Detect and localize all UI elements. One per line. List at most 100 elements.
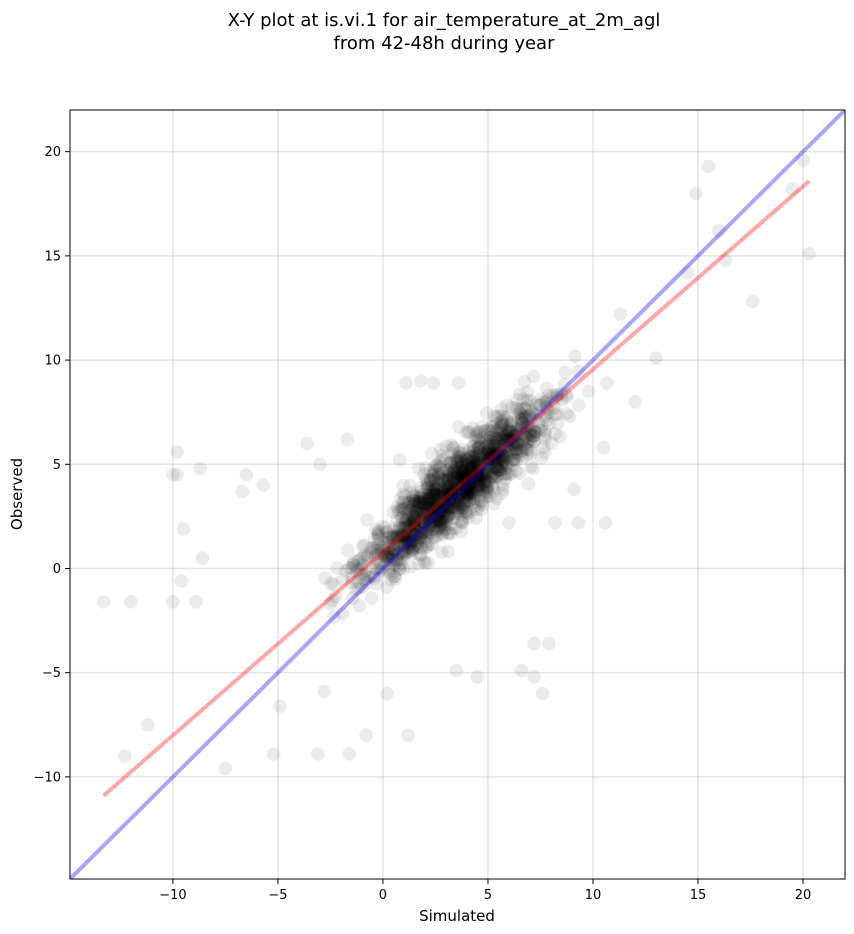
scatter-point bbox=[484, 469, 499, 484]
scatter-point bbox=[450, 464, 464, 478]
scatter-point bbox=[474, 436, 489, 451]
scatter-point bbox=[534, 392, 549, 407]
scatter-point bbox=[479, 456, 494, 471]
scatter-point bbox=[398, 517, 413, 532]
scatter-point bbox=[518, 402, 533, 416]
scatter-point bbox=[411, 502, 426, 516]
scatter-point bbox=[358, 547, 372, 562]
scatter-point bbox=[412, 496, 426, 510]
scatter-point bbox=[484, 448, 499, 462]
scatter-point bbox=[476, 467, 491, 481]
scatter-point bbox=[437, 496, 452, 511]
scatter-point bbox=[397, 489, 412, 503]
scatter-point bbox=[357, 567, 371, 582]
scatter-point bbox=[463, 465, 477, 480]
scatter-point bbox=[514, 422, 529, 436]
scatter-point bbox=[471, 458, 485, 472]
scatter-point bbox=[471, 469, 486, 484]
scatter-point bbox=[428, 481, 442, 495]
scatter-point bbox=[501, 426, 515, 440]
scatter-point bbox=[478, 475, 493, 489]
scatter-point bbox=[347, 554, 361, 569]
scatter-point bbox=[466, 439, 480, 454]
scatter-point bbox=[511, 424, 525, 438]
scatter-point bbox=[464, 485, 479, 500]
scatter-point bbox=[496, 434, 510, 449]
scatter-point bbox=[487, 483, 501, 498]
scatter-point bbox=[447, 499, 461, 513]
scatter-point bbox=[502, 449, 516, 463]
scatter-point bbox=[373, 543, 388, 558]
scatter-point bbox=[571, 364, 586, 379]
scatter-point bbox=[356, 539, 370, 554]
scatter-point bbox=[487, 442, 502, 457]
scatter-point bbox=[456, 464, 471, 479]
scatter-point bbox=[473, 468, 488, 482]
scatter-point bbox=[381, 548, 396, 562]
scatter-point bbox=[536, 440, 551, 455]
scatter-point bbox=[504, 429, 519, 443]
scatter-point bbox=[462, 478, 477, 493]
scatter-point bbox=[419, 506, 434, 521]
scatter-point bbox=[465, 474, 480, 488]
scatter-point bbox=[443, 491, 457, 506]
scatter-point bbox=[491, 449, 506, 464]
scatter-point bbox=[369, 540, 384, 555]
scatter-point bbox=[386, 553, 401, 567]
scatter-point bbox=[434, 545, 449, 560]
scatter-point bbox=[523, 412, 538, 427]
scatter-point bbox=[456, 479, 470, 494]
scatter-point bbox=[494, 402, 509, 416]
scatter-point bbox=[450, 504, 465, 519]
scatter-point bbox=[393, 552, 408, 567]
scatter-point bbox=[405, 544, 420, 558]
scatter-point bbox=[472, 478, 487, 492]
scatter-point bbox=[492, 463, 507, 478]
scatter-point bbox=[423, 490, 438, 505]
scatter-point bbox=[395, 511, 409, 525]
scatter-point bbox=[490, 459, 504, 474]
scatter-point bbox=[456, 491, 470, 505]
scatter-point bbox=[464, 475, 478, 490]
scatter-point bbox=[422, 497, 436, 511]
scatter-point bbox=[454, 453, 468, 467]
scatter-point bbox=[432, 521, 446, 536]
scatter-point bbox=[399, 376, 413, 390]
scatter-point bbox=[413, 512, 427, 527]
scatter-point bbox=[367, 532, 382, 547]
scatter-point bbox=[421, 481, 435, 496]
scatter-point bbox=[461, 478, 476, 493]
scatter-point bbox=[426, 499, 440, 513]
scatter-point bbox=[418, 497, 433, 511]
scatter-point bbox=[376, 543, 391, 558]
scatter-point bbox=[474, 493, 488, 508]
scatter-point bbox=[503, 419, 518, 433]
scatter-point bbox=[397, 530, 412, 545]
scatter-point bbox=[474, 467, 489, 481]
scatter-point bbox=[479, 437, 493, 452]
scatter-point bbox=[520, 442, 535, 457]
scatter-point bbox=[471, 432, 486, 446]
scatter-point bbox=[420, 473, 435, 487]
scatter-point bbox=[396, 538, 411, 553]
scatter-point bbox=[434, 453, 449, 467]
scatter-point bbox=[481, 459, 496, 473]
scatter-point bbox=[466, 444, 481, 458]
scatter-point bbox=[437, 474, 451, 489]
scatter-point bbox=[477, 465, 491, 480]
scatter-point bbox=[458, 471, 472, 486]
scatter-point bbox=[468, 458, 483, 473]
scatter-point bbox=[514, 413, 528, 428]
scatter-point bbox=[539, 408, 554, 422]
scatter-point bbox=[511, 435, 525, 449]
scatter-point bbox=[441, 474, 455, 488]
scatter-point bbox=[424, 537, 439, 552]
scatter-point bbox=[433, 461, 447, 476]
scatter-point bbox=[451, 489, 466, 504]
scatter-point bbox=[511, 402, 525, 417]
scatter-point bbox=[402, 537, 417, 552]
scatter-point bbox=[450, 455, 465, 469]
scatter-point bbox=[560, 390, 574, 404]
scatter-point bbox=[469, 455, 484, 470]
